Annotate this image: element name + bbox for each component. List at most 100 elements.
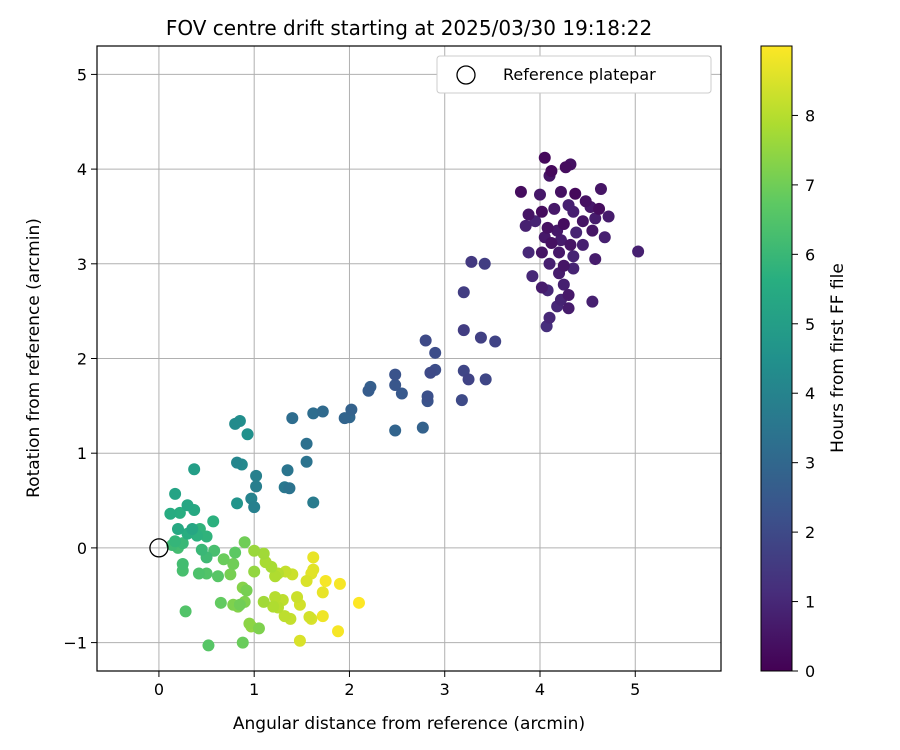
data-point — [345, 403, 358, 416]
data-point — [419, 334, 432, 347]
data-point — [214, 596, 227, 609]
data-point — [316, 405, 329, 418]
data-point — [457, 324, 470, 337]
legend: Reference platepar — [436, 55, 712, 94]
colorbar-tick-label: 5 — [805, 315, 815, 334]
data-point — [519, 219, 532, 232]
data-point — [557, 259, 570, 272]
colorbar-tick-label: 4 — [805, 384, 815, 403]
data-point — [589, 212, 602, 225]
x-tick-label: 1 — [249, 680, 259, 699]
data-point — [252, 622, 265, 635]
data-point — [462, 373, 475, 386]
data-point — [173, 506, 186, 519]
data-point — [267, 600, 280, 613]
data-point — [269, 591, 282, 604]
y-axis-ticks: −1 0 1 2 3 4 5 — [63, 65, 97, 653]
data-point — [389, 379, 402, 392]
data-point — [240, 584, 253, 597]
data-point — [567, 205, 580, 218]
y-tick-label: 5 — [77, 65, 87, 84]
data-point — [169, 487, 182, 500]
data-point — [307, 563, 320, 576]
x-tick-label: 2 — [344, 680, 354, 699]
data-point — [389, 424, 402, 437]
y-axis-label: Rotation from reference (arcmin) — [24, 218, 44, 498]
data-point — [211, 570, 224, 583]
chart-title: FOV centre drift starting at 2025/03/30 … — [166, 16, 652, 40]
data-point — [332, 625, 345, 638]
data-point — [231, 456, 244, 469]
y-tick-label: 0 — [77, 539, 87, 558]
x-tick-label: 3 — [440, 680, 450, 699]
data-point — [557, 218, 570, 231]
data-point — [389, 368, 402, 381]
data-point — [200, 530, 213, 543]
data-points — [164, 151, 645, 652]
data-point — [421, 390, 434, 403]
data-point — [217, 553, 230, 566]
data-point — [233, 598, 246, 611]
data-point — [535, 246, 548, 259]
data-point — [559, 161, 572, 174]
data-point — [293, 634, 306, 647]
data-point — [474, 331, 487, 344]
data-point — [248, 565, 261, 578]
colorbar-tick-label: 0 — [805, 662, 815, 681]
data-point — [169, 535, 182, 548]
data-point — [188, 463, 201, 476]
data-point — [333, 577, 346, 590]
colorbar-tick-label: 3 — [805, 454, 815, 473]
data-point — [281, 464, 294, 477]
data-point — [291, 591, 304, 604]
colorbar-label: Hours from first FF file — [828, 263, 848, 453]
data-point — [557, 278, 570, 291]
data-point — [250, 469, 263, 482]
reference-point-marker — [149, 538, 169, 558]
data-point — [338, 412, 351, 425]
data-point — [250, 480, 263, 493]
data-point — [602, 210, 615, 223]
y-tick-label: 3 — [77, 255, 87, 274]
y-tick-label: −1 — [63, 634, 87, 653]
data-point — [554, 234, 567, 247]
data-point — [576, 215, 589, 228]
data-point — [562, 302, 575, 315]
data-point — [362, 384, 375, 397]
data-point — [303, 611, 316, 624]
data-point — [598, 231, 611, 244]
data-point — [545, 236, 558, 249]
legend-label: Reference platepar — [503, 65, 656, 84]
data-point — [562, 289, 575, 302]
x-tick-label: 0 — [154, 680, 164, 699]
data-point — [522, 208, 535, 221]
data-point — [455, 394, 468, 407]
data-point — [395, 387, 408, 400]
data-point — [570, 226, 583, 239]
data-point — [533, 188, 546, 201]
data-point — [164, 507, 177, 520]
data-point — [192, 567, 205, 580]
data-point — [594, 182, 607, 195]
data-point — [241, 428, 254, 441]
x-axis-label: Angular distance from reference (arcmin) — [233, 714, 585, 734]
data-point — [300, 437, 313, 450]
data-point — [179, 605, 192, 618]
legend-marker — [456, 65, 476, 85]
data-point — [307, 496, 320, 509]
data-point — [535, 205, 548, 218]
data-point — [224, 568, 237, 581]
data-point — [265, 560, 278, 573]
data-point — [579, 195, 592, 208]
data-point — [257, 547, 270, 560]
data-point — [307, 407, 320, 420]
data-point — [632, 245, 645, 258]
data-point — [478, 257, 491, 270]
y-tick-label: 4 — [77, 160, 87, 179]
data-point — [283, 482, 296, 495]
data-point — [269, 570, 282, 583]
data-point — [238, 536, 251, 549]
data-point — [319, 575, 332, 588]
data-point — [229, 417, 242, 430]
